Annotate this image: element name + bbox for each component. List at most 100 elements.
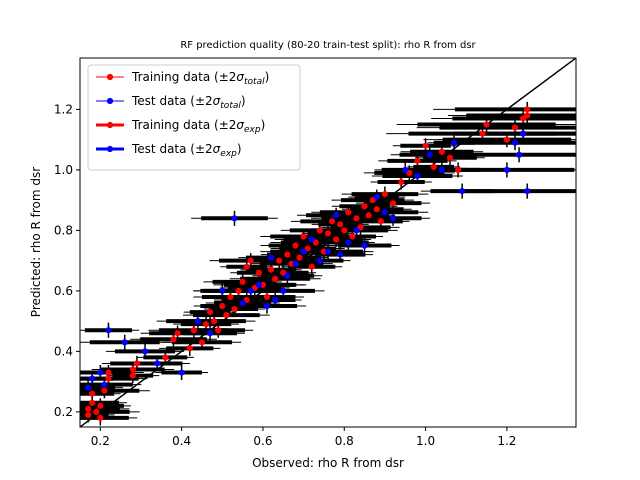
data-point [231, 305, 238, 313]
data-point [198, 339, 206, 346]
data-point [414, 172, 421, 180]
data-point [328, 218, 336, 225]
data-point [276, 257, 283, 264]
data-point [280, 287, 287, 294]
data-point [345, 209, 352, 216]
data-point [341, 227, 348, 234]
data-point [381, 209, 389, 216]
data-point [219, 302, 226, 310]
legend-marker [106, 121, 114, 129]
data-point [316, 227, 323, 234]
data-point [324, 248, 332, 255]
data-point [186, 345, 193, 352]
data-point [174, 330, 181, 337]
data-point [97, 402, 104, 409]
y-tick-label: 1.2 [54, 102, 73, 116]
data-point [129, 372, 136, 379]
data-point [243, 296, 250, 304]
data-point [105, 375, 112, 382]
data-point [129, 366, 136, 373]
data-point [503, 136, 510, 143]
x-tick-label: 0.2 [91, 434, 110, 448]
data-point [406, 169, 413, 177]
data-point [454, 166, 462, 174]
data-point [304, 245, 311, 252]
data-point [223, 311, 230, 319]
data-point [272, 296, 279, 304]
x-tick-label: 1.2 [497, 434, 516, 448]
plot-area [80, 58, 576, 427]
data-point [483, 121, 490, 128]
data-point [247, 287, 254, 294]
data-point [239, 299, 246, 307]
data-point [296, 254, 303, 261]
data-point [211, 318, 218, 325]
data-point [284, 272, 291, 279]
x-axis-label: Observed: rho R from dsr [252, 456, 404, 470]
data-point [511, 139, 519, 146]
data-point [373, 206, 380, 213]
data-point [85, 384, 92, 391]
data-point [524, 187, 531, 195]
data-point [333, 236, 340, 243]
data-point [520, 130, 527, 137]
data-point [133, 360, 141, 367]
data-point [219, 287, 226, 294]
data-point [89, 375, 96, 382]
data-point [267, 266, 275, 273]
data-point [333, 212, 340, 219]
data-point [202, 321, 210, 328]
data-point [377, 218, 384, 225]
data-point [389, 215, 397, 222]
data-point [381, 191, 389, 198]
x-tick-label: 0.8 [335, 434, 354, 448]
x-tick-label: 0.6 [253, 434, 272, 448]
y-tick-label: 0.4 [54, 344, 73, 358]
data-point [337, 251, 344, 258]
data-point [524, 106, 531, 113]
data-point [101, 381, 108, 388]
data-point [85, 411, 92, 419]
data-point [162, 354, 169, 361]
data-point [243, 263, 250, 270]
y-tick-label: 1.0 [54, 163, 73, 177]
legend-label: Test data (±2σexp) [131, 142, 242, 159]
chart-title: RF prediction quality (80-20 train-test … [180, 40, 476, 51]
y-tick-label: 0.8 [54, 223, 73, 237]
legend: Training data (±2σtotal) Test data (±2σto… [87, 64, 301, 171]
data-point [438, 148, 445, 155]
data-point [263, 293, 271, 301]
y-tick-label: 0.6 [54, 284, 73, 298]
data-point [430, 163, 437, 170]
data-point [353, 227, 360, 234]
data-point [414, 157, 421, 164]
data-point [154, 360, 161, 367]
data-point [361, 242, 368, 249]
legend-marker [106, 145, 114, 153]
data-point [398, 178, 405, 186]
data-point [231, 215, 238, 222]
data-point [369, 197, 376, 204]
data-point [105, 369, 112, 376]
legend-label: Test data (±2σtotal) [131, 94, 246, 111]
data-point [300, 233, 307, 240]
data-point [349, 233, 356, 240]
data-point [292, 260, 299, 267]
data-point [357, 224, 364, 231]
data-point [97, 414, 104, 422]
data-point [511, 124, 519, 131]
data-point [446, 154, 454, 161]
data-point [85, 405, 92, 412]
y-axis-label: Predicted: rho R from dsr [29, 167, 43, 317]
legend-marker [106, 73, 114, 81]
data-point [337, 221, 344, 228]
identity-line [80, 58, 576, 427]
data-point [438, 166, 445, 174]
data-point [353, 215, 360, 222]
data-point [373, 194, 380, 201]
legend-label: Training data (±2σtotal) [131, 70, 269, 87]
data-point [93, 408, 100, 415]
data-point [308, 236, 315, 243]
data-point [300, 248, 307, 255]
data-points [85, 106, 531, 422]
